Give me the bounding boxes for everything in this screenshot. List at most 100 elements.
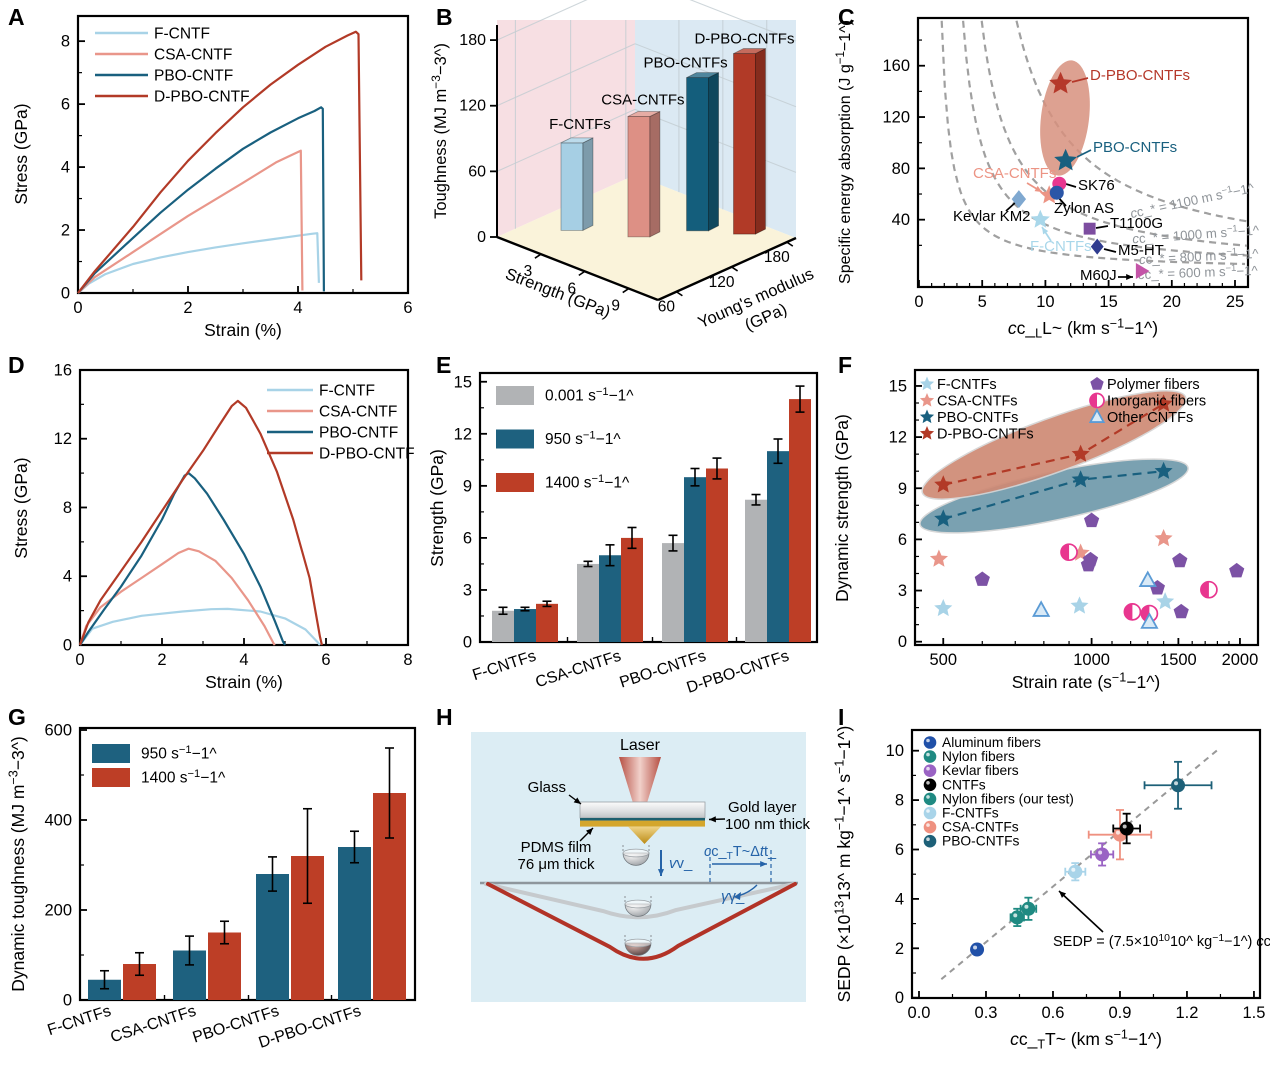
leader-line	[1076, 149, 1092, 158]
film-deflection-late	[486, 882, 797, 961]
arrowhead	[1126, 273, 1133, 281]
point-highlight	[973, 945, 978, 950]
y-tick-label: 2	[895, 940, 904, 958]
legend-label: CNTFs	[942, 777, 986, 792]
y-tick-label: 2	[61, 222, 70, 240]
laser-label: Laser	[620, 737, 661, 754]
legend-marker-highlight	[926, 795, 930, 799]
material-label: M60J	[1080, 267, 1117, 284]
legend-marker	[919, 409, 935, 424]
x-tick-label: 2	[183, 299, 192, 317]
material-label: M5-HT	[1118, 242, 1164, 259]
arrowhead	[1059, 891, 1067, 898]
legend-marker-highlight	[926, 781, 930, 785]
bar-label: F-CNTFs	[549, 116, 611, 133]
legend-label: 1400 s−1−1^	[141, 768, 226, 787]
x-tick-label: 0.0	[908, 1004, 931, 1022]
pdms-label2: 76 μm thick	[518, 856, 595, 873]
y-axis-label: Stress (GPa)	[11, 457, 31, 558]
bar-CSA-CNTFs	[599, 555, 621, 642]
point-T1100G	[1083, 222, 1096, 235]
point-PBO-CNTFs	[1071, 470, 1090, 488]
panel-g: G 0 200 400 600 Dynamic toughness (MJ m−3−3^…	[0, 700, 428, 1066]
z-tick-label: 120	[459, 98, 486, 115]
y-axis	[657, 236, 797, 302]
panel-h: H Laser Glass Gold layer 100 nm thick PDMS f…	[428, 700, 830, 1066]
y-tick-label: 0	[463, 634, 472, 652]
half-fill	[1090, 393, 1097, 408]
y-tick-label: 4	[63, 568, 72, 586]
y-tick-label: 3	[463, 581, 472, 599]
point-F-CNTFs	[1030, 209, 1050, 228]
series-CSA-CNTF	[77, 149, 304, 294]
bar-PBO-CNTFs	[256, 874, 289, 1000]
panel-b: B 0 60 120 180 3 6 9 60 120 180 Toughness (MJ m−3−…	[428, 0, 830, 348]
y-tick-label: 60	[658, 299, 676, 316]
panel-g-label: G	[8, 704, 26, 730]
ablation-cone	[628, 826, 661, 844]
point-D-PBO-CNTFs	[1071, 444, 1090, 462]
bar-front-D-PBO-CNTFs	[733, 53, 756, 235]
bar-D-PBO-CNTFs	[745, 499, 767, 642]
series-PBO-CNTF	[77, 106, 325, 294]
y-tick-label: 4	[895, 890, 904, 908]
legend-marker-highlight	[926, 738, 930, 743]
point-Aluminum fibers	[970, 942, 985, 957]
y-tick-label: 6	[895, 841, 904, 859]
contour-curve	[962, 20, 1248, 257]
bar-side	[708, 71, 719, 232]
panel-c-chart: 0 5 10 15 20 25 40 80 120 160 cc_LL~ (km s−1−1^) Sp…	[835, 16, 1260, 341]
bar-F-CNTFs	[88, 979, 121, 1000]
legend-label: PBO-CNTFs	[942, 834, 1020, 849]
bar-CSA-CNTFs	[577, 563, 599, 642]
plot-frame	[78, 726, 417, 1002]
legend-marker	[1090, 377, 1104, 390]
projectile-rim	[622, 848, 650, 858]
half-fill	[1061, 544, 1070, 561]
panel-f-chart: 500 1000 1500 2000 0 3 6 9 12 15 Strain rate (s−1−…	[832, 368, 1260, 692]
y-tick-label: 120	[882, 109, 910, 127]
contour-label: cc_* = 600 m s−1−1^	[1138, 262, 1259, 282]
panel-h-label: H	[436, 704, 453, 730]
bar-PBO-CNTFs	[662, 543, 684, 642]
point-highlight	[1174, 781, 1179, 786]
x-axis-label: Strain rate (s−1−1^)	[1012, 671, 1161, 692]
point-highlight	[1013, 913, 1018, 918]
glass-label: Glass	[528, 779, 566, 796]
legend-marker	[923, 778, 937, 792]
legend-swatch	[496, 429, 534, 449]
y-axis-label: Specific energy absorption (J g−1−1^)	[835, 20, 854, 284]
y-tick	[786, 241, 794, 247]
leader-line	[1071, 77, 1089, 83]
leader-line	[1005, 201, 1017, 212]
legend-marker	[923, 764, 937, 777]
material-label: Zylon AS	[1054, 200, 1114, 217]
legend-label: D-PBO-CNTF	[319, 446, 415, 463]
scatter-chart-C: 0 5 10 15 20 25 40 80 120 160 cc_LL~ (km s−1−1^) Sp…	[835, 16, 1260, 341]
legend-label: Kevlar fibers	[942, 763, 1019, 778]
y-tick-label: 9	[463, 477, 472, 495]
x-axis-label: Strain (%)	[204, 320, 282, 340]
x-tick-label: 1.5	[1242, 1004, 1265, 1022]
legend-label: Nylon fibers (our test)	[942, 791, 1074, 806]
legend-swatch	[92, 768, 130, 787]
panel-g-chart: 0 200 400 600 Dynamic toughness (MJ m−3−3^) F…	[7, 722, 417, 1052]
legend-marker-highlight	[926, 809, 930, 813]
wall-gridline	[689, 0, 797, 42]
panel-i: I 0.0 0.3 0.6 0.9 1.2 1.5 0 2 4 6 8 10 cc_TT~ (km s−…	[830, 700, 1270, 1066]
x-axis-label: Strain (%)	[205, 672, 283, 692]
series-PBO-CNTF	[79, 471, 286, 646]
series-D-PBO-CNTF	[78, 399, 323, 646]
series-F-CNTF	[77, 232, 320, 294]
x-tick-label: 2	[157, 651, 166, 669]
category-label: F-CNTFs	[45, 1003, 113, 1039]
arrowhead	[657, 869, 665, 876]
point-Polymer fibers	[1173, 603, 1189, 619]
x-tick-label: 0	[914, 293, 923, 311]
bar-front-CSA-CNTFs	[627, 116, 651, 238]
bar-label: D-PBO-CNTFs	[694, 31, 794, 48]
y-tick-label: 8	[63, 499, 72, 517]
